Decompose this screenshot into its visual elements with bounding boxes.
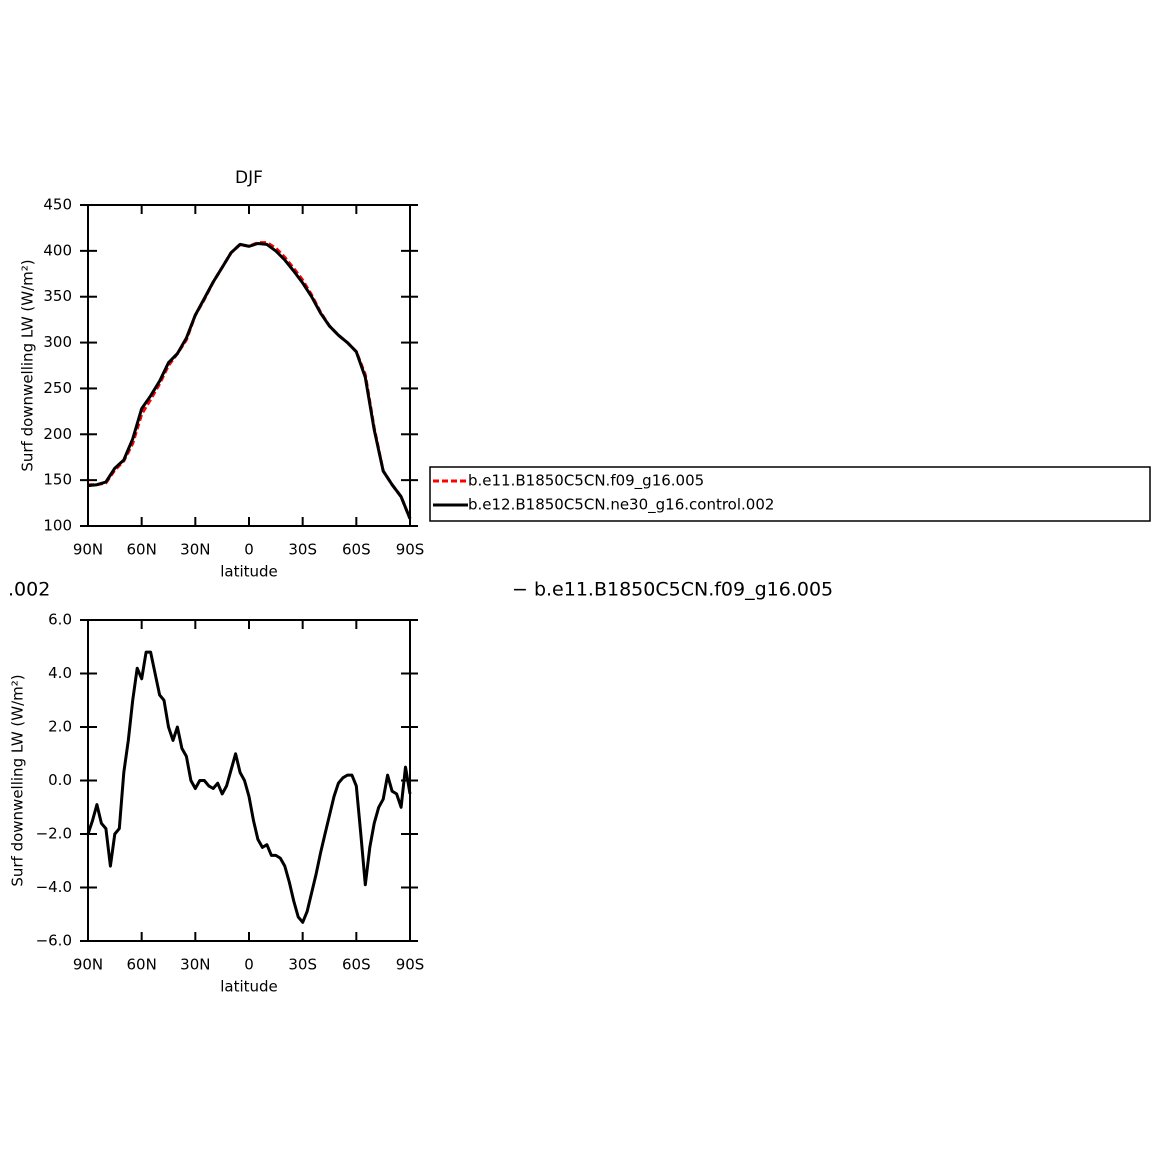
x-tick-label: 90S [396, 956, 425, 974]
legend-label: b.e11.B1850C5CN.f09_g16.005 [468, 472, 704, 491]
legend-label: b.e12.B1850C5CN.ne30_g16.control.002 [468, 496, 774, 515]
y-axis-label: Surf downwelling LW (W/m²) [9, 674, 27, 886]
chart-title-fragment: .002 [8, 579, 50, 601]
series-line [86, 650, 412, 924]
x-tick-label: 90S [396, 541, 425, 559]
x-tick-label: 90N [73, 541, 103, 559]
x-tick-label: 0 [244, 956, 254, 974]
x-tick-label: 30S [288, 956, 317, 974]
x-tick-label: 30N [180, 541, 210, 559]
x-tick-label: 30S [288, 541, 317, 559]
y-tick-label: 300 [43, 333, 72, 351]
legend-box [429, 466, 1151, 522]
y-tick-label: 150 [43, 471, 72, 489]
y-tick-label: 2.0 [48, 718, 72, 736]
y-tick-label: 100 [43, 517, 72, 535]
y-tick-label: 450 [43, 196, 72, 214]
x-tick-label: 0 [244, 541, 254, 559]
y-tick-label: 6.0 [48, 611, 72, 629]
y-tick-label: 4.0 [48, 664, 72, 682]
series-line [88, 241, 412, 520]
x-tick-label: 90N [73, 956, 103, 974]
y-tick-label: −4.0 [36, 878, 72, 896]
x-tick-label: 60S [342, 541, 371, 559]
x-tick-label: 60N [127, 956, 157, 974]
y-tick-label: 0.0 [48, 771, 72, 789]
y-tick-label: 400 [43, 241, 72, 259]
x-tick-label: 60N [127, 541, 157, 559]
chart-title: DJF [235, 168, 263, 188]
y-axis-label: Surf downwelling LW (W/m²) [19, 259, 37, 471]
x-axis-label: latitude [220, 563, 278, 581]
x-tick-label: 60S [342, 956, 371, 974]
y-tick-label: 200 [43, 425, 72, 443]
chart-title-fragment: − b.e11.B1850C5CN.f09_g16.005 [512, 579, 833, 601]
x-axis-label: latitude [220, 978, 278, 996]
y-tick-label: −2.0 [36, 825, 72, 843]
y-tick-label: −6.0 [36, 932, 72, 950]
x-tick-label: 30N [180, 956, 210, 974]
series-line [87, 242, 412, 520]
y-tick-label: 250 [43, 379, 72, 397]
y-tick-label: 350 [43, 287, 72, 305]
